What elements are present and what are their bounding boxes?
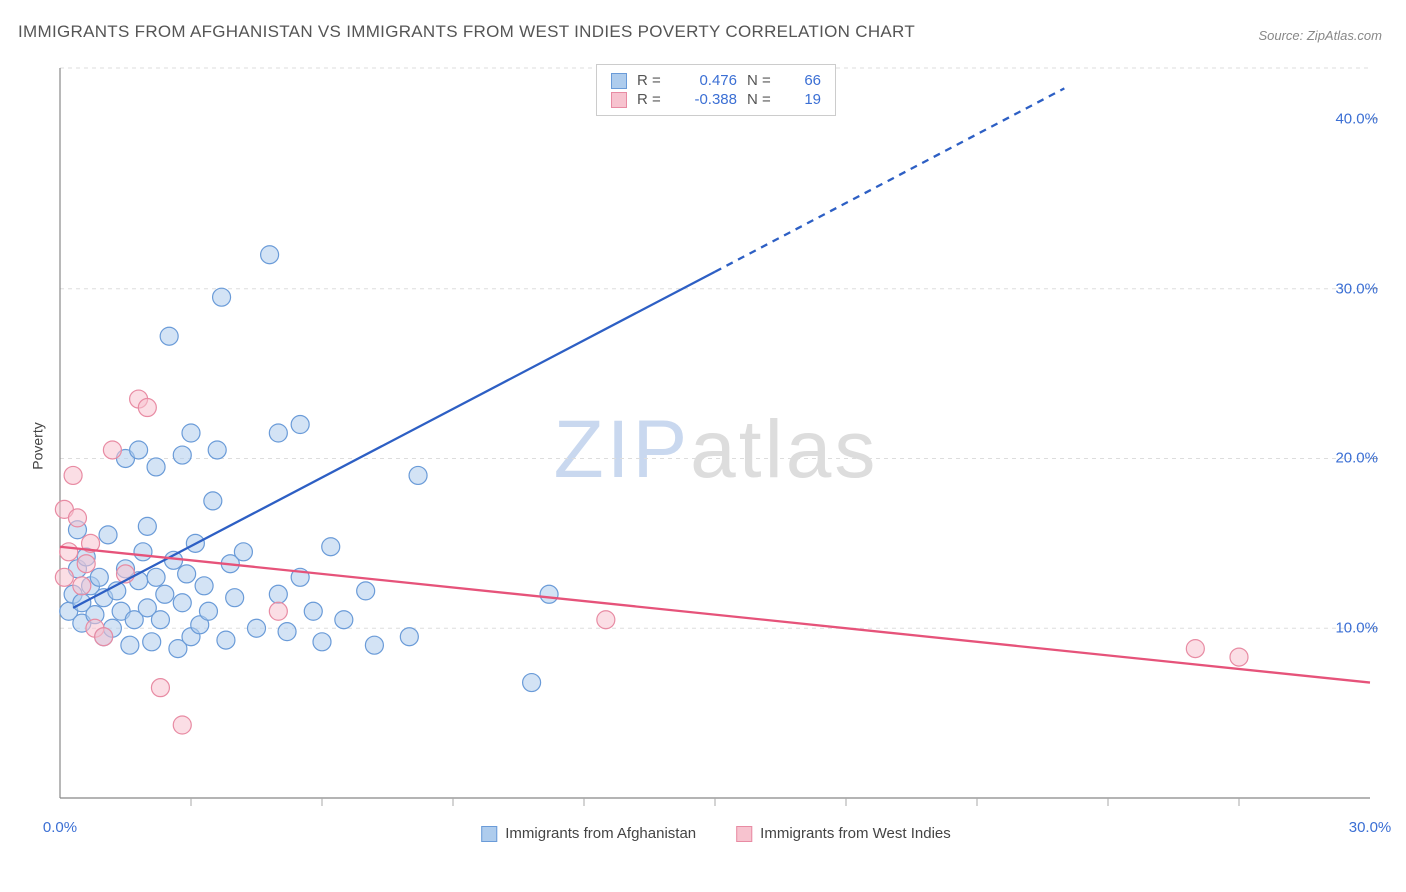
chart-area: ZIPatlas R =0.476N =66R =-0.388N =19 Imm… — [48, 60, 1384, 840]
series-swatch — [611, 92, 627, 108]
n-value: 66 — [785, 72, 821, 89]
legend-label: Immigrants from Afghanistan — [505, 825, 696, 842]
x-tick-label: 0.0% — [43, 819, 77, 836]
series-swatch — [611, 73, 627, 89]
r-value: 0.476 — [675, 72, 737, 89]
legend-item: Immigrants from Afghanistan — [481, 825, 696, 842]
legend-label: Immigrants from West Indies — [760, 825, 951, 842]
scatter-chart — [48, 60, 1384, 840]
source-attribution: Source: ZipAtlas.com — [1258, 28, 1382, 43]
y-axis-label: Poverty — [30, 422, 46, 469]
r-label: R = — [637, 72, 665, 89]
y-tick-label: 30.0% — [1335, 280, 1378, 297]
legend-item: Immigrants from West Indies — [736, 825, 951, 842]
source-label: Source: — [1258, 28, 1306, 43]
y-tick-label: 40.0% — [1335, 110, 1378, 127]
y-tick-label: 10.0% — [1335, 620, 1378, 637]
correlation-legend: R = 0.476 N = 66 R = -0.388 N = 19 — [596, 64, 836, 116]
series-swatch — [736, 826, 752, 842]
r-value: -0.388 — [675, 91, 737, 108]
x-tick-label: 30.0% — [1349, 819, 1392, 836]
series-legend: Immigrants from Afghanistan Immigrants fr… — [481, 825, 951, 842]
y-tick-label: 20.0% — [1335, 450, 1378, 467]
n-label: N = — [747, 72, 775, 89]
r-label: R = — [637, 91, 665, 108]
chart-title: IMMIGRANTS FROM AFGHANISTAN VS IMMIGRANT… — [18, 22, 915, 42]
n-label: N = — [747, 91, 775, 108]
n-value: 19 — [785, 91, 821, 108]
correlation-row: R = 0.476 N = 66 — [611, 72, 821, 89]
correlation-row: R = -0.388 N = 19 — [611, 91, 821, 108]
series-swatch — [481, 826, 497, 842]
source-link[interactable]: ZipAtlas.com — [1307, 28, 1382, 43]
